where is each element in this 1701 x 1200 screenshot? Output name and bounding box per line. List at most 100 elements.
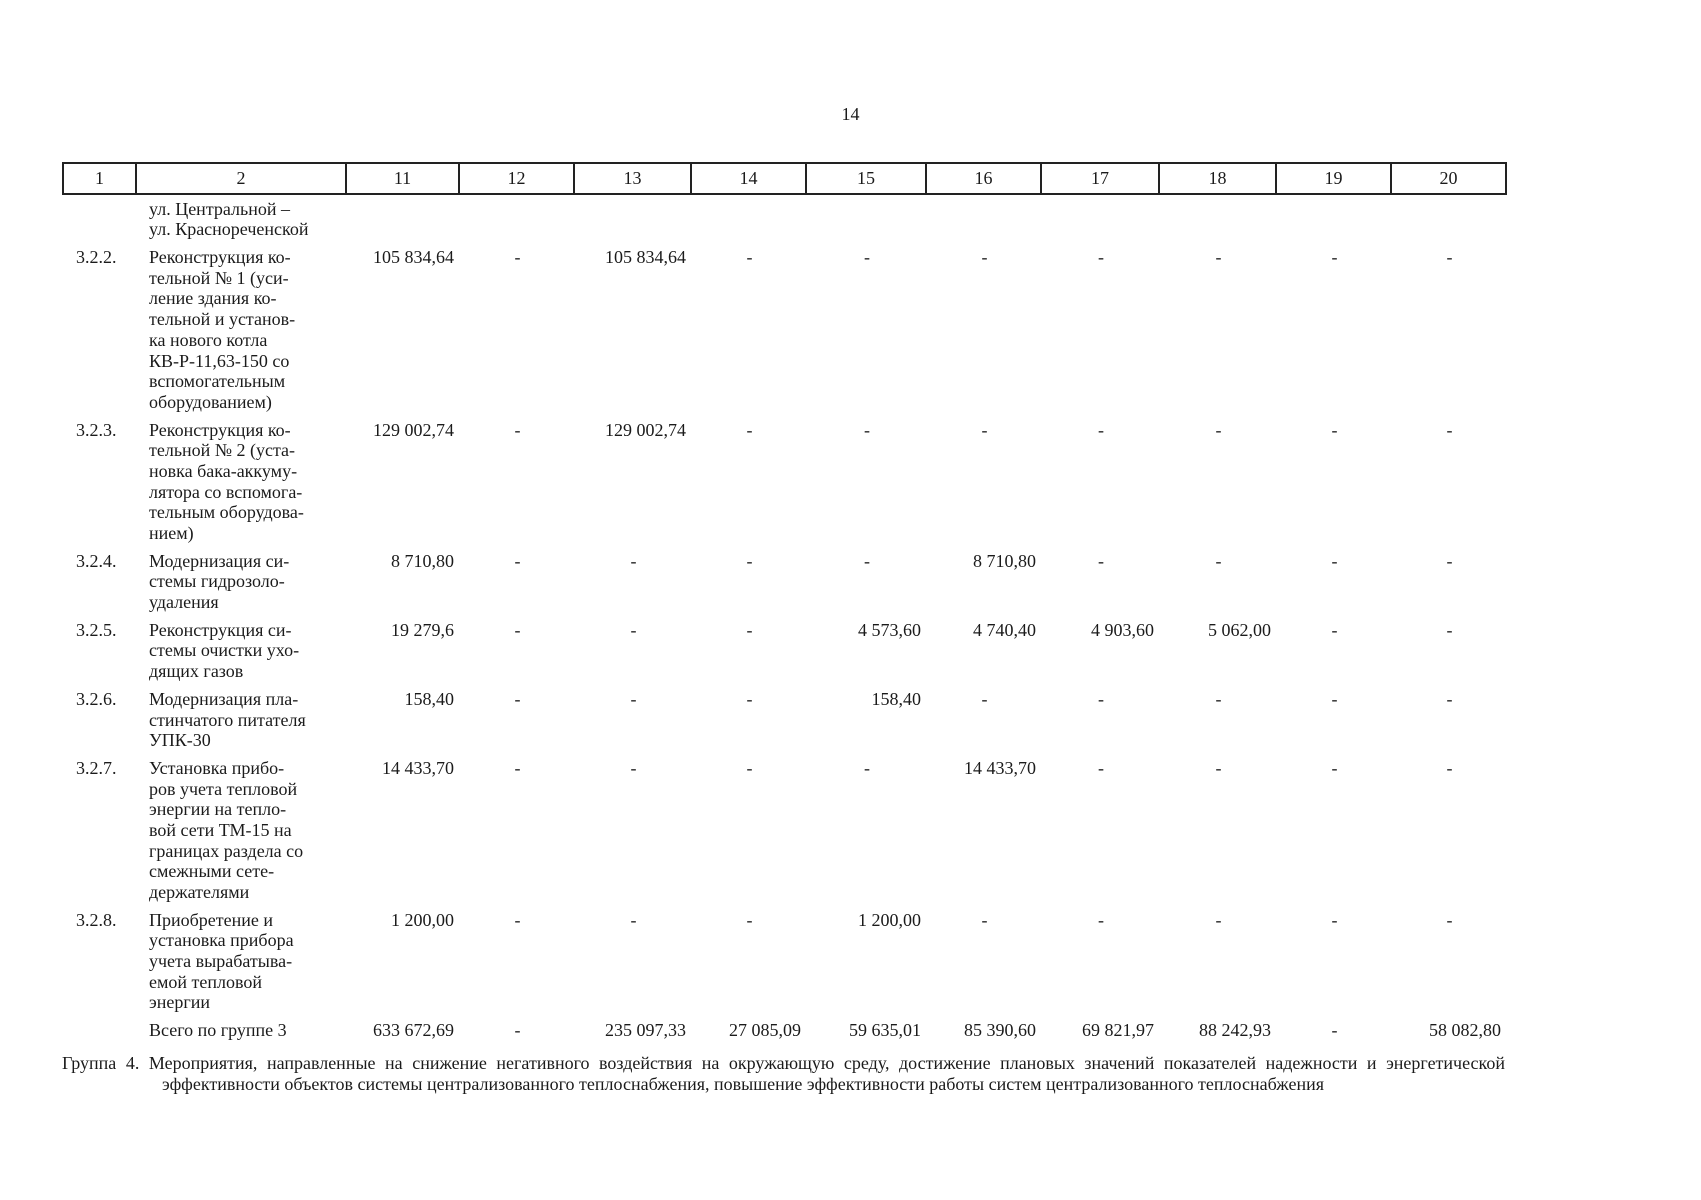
row-value: - (1446, 757, 1453, 778)
row-value: - (1446, 550, 1453, 571)
row-value (806, 194, 926, 243)
column-header: 20 (1390, 162, 1507, 195)
row-value: 59 635,01 (849, 1020, 921, 1041)
row-value: - (1215, 757, 1222, 778)
row-value: - (864, 419, 870, 440)
row-value: - (1446, 909, 1453, 930)
row-value (459, 194, 574, 243)
row-value: - (1446, 419, 1453, 440)
table-row: 3.2.4. Модернизация си- стемы гидрозоло- … (63, 547, 1506, 616)
row-description: Реконструкция си- стемы очистки ухо- дящ… (149, 619, 300, 682)
content-area: 1 2 11 12 13 14 15 16 17 18 19 20 ул. Центральной –… (62, 162, 1507, 1094)
row-value: - (514, 688, 521, 709)
row-index: 3.2.2. (76, 247, 117, 268)
group-4-heading: Группа 4. Мероприятия, направленные на с… (62, 1053, 1505, 1094)
row-value (691, 194, 806, 243)
table-row: 3.2.7. Установка прибо- ров учета теплово… (63, 754, 1506, 906)
row-value: - (746, 550, 753, 571)
row-index (63, 1016, 136, 1044)
page-number: 14 (841, 104, 860, 124)
row-value (1391, 194, 1506, 243)
row-value: - (746, 419, 753, 440)
row-index (63, 194, 136, 243)
row-value: - (1098, 247, 1104, 268)
row-description: ул. Центральной – ул. Краснореченской (149, 198, 309, 240)
row-index: 3.2.8. (76, 909, 117, 930)
row-value: 14 433,70 (964, 757, 1036, 778)
row-value: - (630, 550, 637, 571)
table-header-row: 1 2 11 12 13 14 15 16 17 18 19 20 (62, 162, 1507, 195)
column-header: 14 (690, 162, 807, 195)
row-value: 19 279,6 (391, 619, 454, 640)
row-value: 4 740,40 (973, 619, 1036, 640)
column-header: 18 (1158, 162, 1277, 195)
column-header: 13 (573, 162, 692, 195)
row-value: - (864, 757, 870, 778)
table-row: 3.2.5. Реконструкция си- стемы очистки ух… (63, 616, 1506, 685)
row-description: Реконструкция ко- тельной № 2 (уста- нов… (149, 419, 304, 543)
row-value: - (746, 619, 753, 640)
row-value: - (1446, 688, 1453, 709)
row-value: - (1331, 909, 1338, 930)
row-value (346, 194, 459, 243)
column-header: 11 (345, 162, 460, 195)
row-value: 129 002,74 (605, 419, 686, 440)
row-value: - (630, 619, 637, 640)
row-value: - (864, 550, 870, 571)
table-row: Всего по группе 3 633 672,69 - 235 097,33 27… (63, 1016, 1506, 1044)
column-header: 17 (1040, 162, 1160, 195)
row-description: Модернизация пла- стинчатого питателя УП… (149, 688, 306, 751)
row-value (1159, 194, 1276, 243)
row-value: 4 903,60 (1091, 619, 1154, 640)
table-row: 3.2.8. Приобретение и установка прибора у… (63, 906, 1506, 1016)
row-value: - (981, 909, 988, 930)
row-value: - (1098, 419, 1104, 440)
row-value: 235 097,33 (605, 1020, 686, 1041)
row-index: 3.2.6. (76, 688, 117, 709)
column-header: 12 (458, 162, 575, 195)
row-value: - (1331, 419, 1338, 440)
row-value: - (746, 247, 753, 268)
row-value: - (514, 619, 521, 640)
row-index: 3.2.5. (76, 619, 117, 640)
row-value: - (1331, 247, 1338, 268)
measures-table: 1 2 11 12 13 14 15 16 17 18 19 20 ул. Центральной –… (62, 162, 1507, 1044)
row-value (574, 194, 691, 243)
row-value: - (981, 688, 988, 709)
row-value: - (630, 688, 637, 709)
row-value: - (630, 909, 637, 930)
row-value (1276, 194, 1391, 243)
row-value: - (1215, 909, 1222, 930)
row-index: 3.2.3. (76, 419, 117, 440)
row-value: - (1215, 419, 1222, 440)
row-value: - (1098, 550, 1104, 571)
row-value: - (630, 757, 637, 778)
row-value: - (746, 757, 753, 778)
row-value: - (1098, 757, 1104, 778)
column-header: 19 (1275, 162, 1392, 195)
row-value: 58 082,80 (1429, 1020, 1501, 1041)
row-value: - (514, 757, 521, 778)
row-value: 85 390,60 (964, 1020, 1036, 1041)
row-value: - (514, 550, 521, 571)
row-value: - (1215, 688, 1222, 709)
row-value: - (746, 688, 753, 709)
row-description: Реконструкция ко- тельной № 1 (уси- лени… (149, 247, 296, 412)
row-value: - (1331, 619, 1338, 640)
row-value: 1 200,00 (391, 909, 454, 930)
row-value: - (1098, 909, 1104, 930)
table-row: ул. Центральной – ул. Краснореченской (63, 194, 1506, 243)
row-value: - (981, 419, 988, 440)
row-value (926, 194, 1041, 243)
row-description: Модернизация си- стемы гидрозоло- удален… (149, 550, 290, 613)
column-header: 1 (62, 162, 137, 195)
row-value: 69 821,97 (1082, 1020, 1154, 1041)
row-value: 88 242,93 (1199, 1020, 1271, 1041)
row-value: 1 200,00 (858, 909, 921, 930)
row-value: 158,40 (871, 688, 922, 709)
row-value: - (1331, 757, 1338, 778)
row-value: 5 062,00 (1208, 619, 1271, 640)
row-description: Всего по группе 3 (149, 1020, 287, 1041)
row-value: 27 085,09 (729, 1020, 801, 1041)
